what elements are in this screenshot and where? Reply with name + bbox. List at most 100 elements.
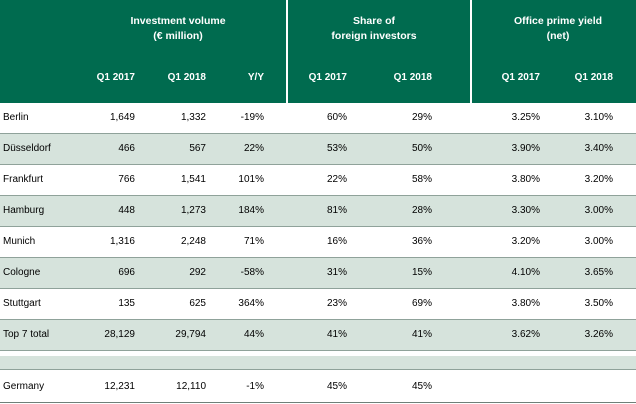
row-label: Frankfurt: [3, 174, 44, 185]
table-cell: 1,541: [180, 174, 206, 185]
table-cell: 101%: [238, 174, 264, 185]
table-cell: 28%: [411, 205, 432, 216]
header-group-prime-yield: Office prime yield (net): [480, 14, 636, 44]
table-cell: 12,110: [176, 381, 206, 392]
table-cell: 53%: [326, 143, 347, 154]
table-cell: 135: [118, 298, 135, 309]
table-cell: 3.10%: [584, 112, 613, 123]
table-cell: 71%: [243, 236, 264, 247]
row-label: Stuttgart: [3, 298, 41, 309]
header-group-foreign-share: Share of foreign investors: [296, 14, 452, 44]
table-cell: 12,231: [104, 381, 135, 392]
table-cell: 69%: [411, 298, 432, 309]
row-label: Hamburg: [3, 205, 45, 216]
table-cell: 292: [189, 267, 206, 278]
column-header: Q1 2018: [574, 72, 613, 83]
table-cell: 15%: [411, 267, 432, 278]
table-row-germany: Germany 12,231 12,110 -1% 45% 45%: [0, 372, 636, 403]
table-cell: 448: [118, 205, 135, 216]
table-cell: 29%: [411, 112, 432, 123]
column-header: Y/Y: [247, 72, 264, 83]
header-divider: [470, 0, 472, 103]
table-cell: 1,649: [109, 112, 135, 123]
table-cell: 3.20%: [584, 174, 613, 185]
table-cell: 466: [118, 143, 135, 154]
header-group-investment-volume: Investment volume (€ million): [88, 14, 268, 44]
table-cell: 45%: [326, 381, 347, 392]
table-cell: 1,273: [180, 205, 206, 216]
table-cell: 4.10%: [511, 267, 540, 278]
table-cell: 3.00%: [584, 236, 613, 247]
row-label: Düsseldorf: [3, 143, 51, 154]
table-cell: 16%: [326, 236, 347, 247]
table-cell: -58%: [240, 267, 264, 278]
column-header: Q1 2018: [167, 72, 206, 83]
header-group-line: Investment volume: [130, 15, 226, 27]
table-cell: 36%: [411, 236, 432, 247]
table-cell: 364%: [238, 298, 264, 309]
table-cell: 31%: [326, 267, 347, 278]
table-header: Investment volume (€ million) Share of f…: [0, 0, 636, 103]
table-cell: -1%: [246, 381, 264, 392]
column-header: Q1 2018: [393, 72, 432, 83]
column-header: Q1 2017: [96, 72, 135, 83]
table-cell: 45%: [411, 381, 432, 392]
table-cell: 3.90%: [511, 143, 540, 154]
table-cell: 3.65%: [584, 267, 613, 278]
table-cell: 3.26%: [584, 329, 613, 340]
row-label: Munich: [3, 236, 36, 247]
table-row-total: Top 7 total 28,129 29,794 44% 41% 41% 3.…: [0, 320, 636, 351]
header-group-line: foreign investors: [331, 30, 417, 42]
header-group-line: Share of: [352, 15, 395, 27]
row-label: Top 7 total: [3, 329, 50, 340]
table-cell: 28,129: [104, 329, 135, 340]
row-label: Cologne: [3, 267, 41, 278]
header-group-line: (net): [546, 30, 570, 42]
header-group-line: Office prime yield: [513, 15, 603, 27]
table-cell: 567: [189, 143, 206, 154]
table-row: Stuttgart 135 625 364% 23% 69% 3.80% 3.5…: [0, 289, 636, 320]
table-row-spacer: [0, 356, 636, 370]
table-cell: 1,316: [109, 236, 135, 247]
table-cell: 50%: [411, 143, 432, 154]
table-cell: 3.20%: [511, 236, 540, 247]
table-cell: 766: [118, 174, 135, 185]
table-cell: [480, 372, 540, 402]
table-cell: -19%: [240, 112, 264, 123]
header-divider: [286, 0, 288, 103]
column-header: Q1 2017: [501, 72, 540, 83]
table-row: Cologne 696 292 -58% 31% 15% 4.10% 3.65%: [0, 258, 636, 289]
table-cell: 696: [118, 267, 135, 278]
row-label: Germany: [3, 381, 45, 392]
table-cell: 23%: [326, 298, 347, 309]
table-cell: 58%: [411, 174, 432, 185]
table-cell: 3.30%: [511, 205, 540, 216]
table-cell: 22%: [326, 174, 347, 185]
table-cell: 625: [189, 298, 206, 309]
table-cell: 3.80%: [511, 298, 540, 309]
table-cell: 3.80%: [511, 174, 540, 185]
row-label: Berlin: [3, 112, 29, 123]
table-cell: 3.25%: [511, 112, 540, 123]
table-row: Munich 1,316 2,248 71% 16% 36% 3.20% 3.0…: [0, 227, 636, 258]
table-cell: 2,248: [180, 236, 206, 247]
table-cell: 3.40%: [584, 143, 613, 154]
table-cell: 3.50%: [584, 298, 613, 309]
table-row: Berlin 1,649 1,332 -19% 60% 29% 3.25% 3.…: [0, 103, 636, 134]
table-row: Frankfurt 766 1,541 101% 22% 58% 3.80% 3…: [0, 165, 636, 196]
table-cell: 3.62%: [511, 329, 540, 340]
table-cell: 81%: [326, 205, 347, 216]
table-row: Düsseldorf 466 567 22% 53% 50% 3.90% 3.4…: [0, 134, 636, 165]
table-cell: 22%: [243, 143, 264, 154]
header-group-line: (€ million): [153, 30, 203, 42]
table-cell: 3.00%: [584, 205, 613, 216]
table-cell: 41%: [411, 329, 432, 340]
table-row: Hamburg 448 1,273 184% 81% 28% 3.30% 3.0…: [0, 196, 636, 227]
table-cell: [556, 372, 613, 402]
table-cell: 1,332: [180, 112, 206, 123]
table-cell: 60%: [326, 112, 347, 123]
table-cell: 41%: [326, 329, 347, 340]
table-cell: 184%: [238, 205, 264, 216]
table-cell: 44%: [243, 329, 264, 340]
